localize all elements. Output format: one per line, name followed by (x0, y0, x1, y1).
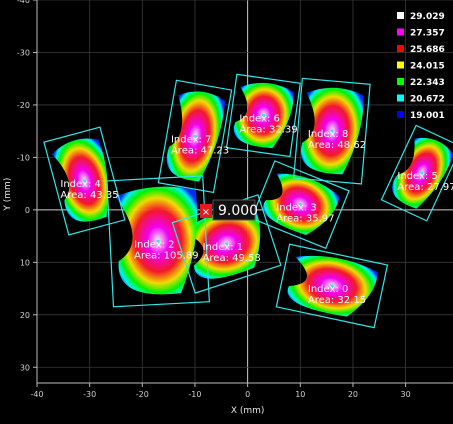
region-index-label: Index: 8 (308, 129, 348, 140)
region-boxes (43, 73, 453, 329)
y-axis-title: Y (mm) (3, 178, 13, 212)
region-index-label: Index: 3 (276, 203, 316, 214)
legend-swatch (397, 28, 404, 36)
region-center-marker (82, 179, 86, 183)
close-icon: × (202, 207, 210, 218)
y-tick-label: -20 (17, 101, 30, 110)
region-area-label: Area: 105.89 (134, 250, 199, 261)
region-blob (115, 186, 198, 295)
region-index-label: Index: 1 (203, 242, 243, 253)
region-index-label: Index: 4 (60, 179, 100, 190)
legend-swatch (397, 12, 404, 19)
region-area-label: Area: 48.62 (308, 140, 366, 151)
legend-swatch (397, 45, 404, 52)
legend-swatch (397, 61, 404, 69)
legend-swatch (397, 111, 404, 118)
region-area-label: Area: 32.39 (239, 124, 297, 135)
region-blob (51, 138, 109, 222)
region-index-label: Index: 6 (239, 113, 279, 124)
cursor-readout: × 9.000 (200, 199, 258, 221)
region-area-label: Area: 35.97 (276, 214, 334, 225)
axes: -40 -30 -20 -10 0 10 20 30 -40 -30 -20 -10 0 10 20 30 X … (3, 0, 453, 416)
x-tick-label: 10 (295, 390, 305, 399)
region-index-label: Index: 5 (397, 171, 437, 182)
region-area-label: Area: 32.15 (308, 295, 366, 306)
x-tick-label: -40 (30, 390, 43, 399)
legend-value: 27.357 (410, 29, 445, 39)
region-bounding-box (293, 77, 371, 185)
legend-value: 29.029 (410, 12, 445, 22)
region-area-label: Area: 47.23 (171, 145, 229, 156)
region-area-label: Area: 43.35 (60, 190, 118, 201)
legend-value: 22.343 (410, 78, 445, 88)
region-bounding-box (275, 243, 389, 329)
region-bounding-box (157, 79, 233, 194)
cursor-value: 9.000 (218, 203, 258, 219)
legend-value: 25.686 (410, 45, 445, 55)
y-tick-label: 30 (20, 363, 30, 372)
region-bounding-box (380, 124, 453, 222)
legend-swatch (397, 78, 404, 85)
region-center-marker (261, 113, 265, 117)
y-tick-label: -40 (17, 0, 30, 5)
legend-value: 24.015 (410, 62, 445, 72)
x-axis-title: X (mm) (231, 406, 265, 416)
x-tick-label: 20 (348, 390, 358, 399)
y-tick-label: 10 (20, 258, 30, 267)
x-tick-label: -20 (136, 390, 149, 399)
region-center-marker (193, 134, 197, 138)
x-tick-label: -10 (188, 390, 201, 399)
region-area-label: Area: 27.97 (397, 182, 453, 193)
region-heat-shape (51, 138, 109, 222)
region-index-label: Index: 7 (171, 134, 211, 145)
region-center-marker (419, 171, 423, 175)
region-bounding-box (43, 126, 126, 236)
legend-value: 19.001 (410, 111, 445, 121)
region-center-marker (225, 242, 229, 246)
region-center-marker (330, 284, 334, 288)
x-tick-label: 0 (245, 390, 250, 399)
region-center-marker (330, 129, 334, 133)
cursor-value-box (212, 199, 256, 221)
region-bounding-box (106, 175, 210, 308)
y-tick-label: 20 (20, 311, 30, 320)
region-bounding-box (225, 73, 301, 158)
region-area-label: Area: 49.58 (203, 253, 261, 264)
region-index-label: Index: 0 (308, 284, 348, 295)
region-bounding-box (250, 160, 350, 250)
legend-value: 20.672 (410, 95, 445, 105)
y-tick-label: 0 (25, 206, 30, 215)
region-index-label: Index: 2 (134, 239, 174, 250)
color-legend: 29.029 27.357 25.686 24.015 22.343 20.672 19.0… (397, 12, 445, 121)
region-heat-shape (115, 186, 198, 295)
x-tick-label: -30 (83, 390, 96, 399)
region-center-marker (298, 203, 302, 207)
y-tick-label: -10 (17, 153, 30, 162)
y-tick-label: -30 (17, 48, 30, 57)
x-tick-label: 30 (401, 390, 411, 399)
legend-swatch (397, 94, 404, 102)
region-blob (182, 206, 261, 279)
cursor-marker-icon (200, 204, 212, 218)
region-heat-shape (182, 206, 261, 279)
region-center-marker (156, 239, 160, 243)
